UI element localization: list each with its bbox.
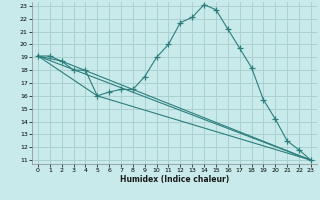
X-axis label: Humidex (Indice chaleur): Humidex (Indice chaleur) (120, 175, 229, 184)
